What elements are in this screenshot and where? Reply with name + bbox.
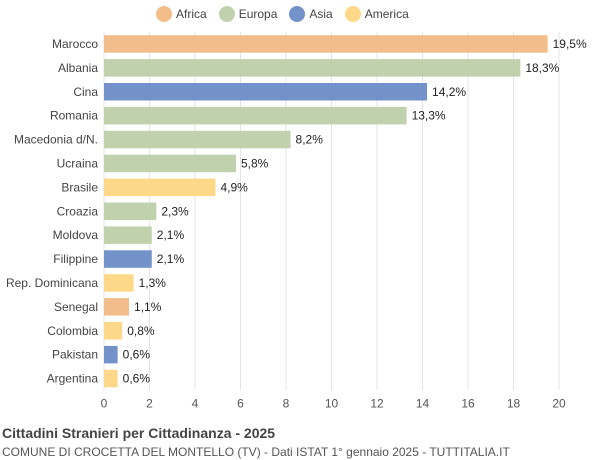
data-label: 2,1%: [157, 228, 185, 242]
bar: [104, 369, 118, 388]
data-label: 0,6%: [123, 348, 151, 362]
data-label: 5,8%: [241, 156, 269, 170]
category-label: Marocco: [52, 37, 98, 51]
category-label: Albania: [58, 61, 98, 75]
category-label: Macedonia d/N.: [14, 133, 98, 147]
x-tick-label: 16: [461, 397, 475, 411]
category-label: Argentina: [47, 372, 99, 386]
data-label: 18,3%: [525, 61, 559, 75]
bar: [104, 298, 130, 316]
bar: [104, 154, 236, 173]
legend-label-asia: Asia: [309, 7, 333, 21]
category-label: Moldova: [53, 228, 99, 242]
x-tick-label: 4: [192, 397, 199, 411]
legend-label-america: America: [364, 7, 409, 21]
bar: [104, 83, 428, 101]
category-label: Filippine: [53, 252, 98, 266]
data-label: 8,2%: [296, 133, 324, 147]
x-tick-label: 20: [552, 397, 566, 411]
x-tick-label: 12: [370, 397, 384, 411]
bar: [104, 250, 152, 268]
bar: [104, 59, 521, 77]
data-label: 1,3%: [139, 276, 167, 290]
bar: [104, 202, 157, 220]
x-tick-label: 8: [283, 397, 290, 411]
bar: [104, 178, 216, 197]
legend-label-africa: Africa: [176, 7, 207, 21]
legend-item-africa: Africa: [156, 6, 207, 22]
x-tick-label: 2: [146, 397, 153, 411]
category-label: Romania: [50, 109, 98, 123]
x-tick-label: 0: [101, 397, 108, 411]
legend-swatch-asia: [289, 6, 306, 22]
category-label: Ucraina: [57, 156, 99, 170]
data-label: 0,6%: [123, 372, 151, 386]
bar: [104, 274, 134, 292]
bar: [104, 35, 548, 53]
legend-item-europa: Europa: [218, 6, 278, 22]
category-label: Colombia: [47, 324, 98, 338]
data-label: 13,3%: [412, 109, 446, 123]
chart-subtitle: COMUNE DI CROCETTA DEL MONTELLO (TV) - D…: [2, 445, 510, 459]
chart-title: Cittadini Stranieri per Cittadinanza - 2…: [2, 425, 276, 441]
category-label: Rep. Dominicana: [6, 276, 98, 290]
bar: [104, 322, 123, 340]
data-label: 1,1%: [134, 300, 162, 314]
category-label: Senegal: [54, 300, 98, 314]
bar: [104, 345, 118, 364]
legend-swatch-america: [344, 6, 361, 22]
data-label: 2,3%: [161, 204, 189, 218]
bar: [104, 106, 407, 125]
data-label: 14,2%: [432, 85, 466, 99]
bar: [104, 130, 291, 149]
category-label: Croazia: [57, 204, 99, 218]
legend: Africa Europa Asia America: [156, 6, 409, 22]
bar-chart: 0 2 4 6 8 10 12 14 16 18 20 Marocco 19,5% Albania 18,3…: [6, 32, 587, 411]
category-label: Brasile: [61, 180, 98, 194]
x-tick-label: 18: [507, 397, 521, 411]
legend-swatch-europa: [218, 6, 235, 22]
x-tick-label: 14: [416, 397, 430, 411]
legend-item-america: America: [344, 6, 409, 22]
data-label: 0,8%: [127, 324, 155, 338]
category-label: Pakistan: [52, 348, 98, 362]
legend-label-europa: Europa: [238, 7, 278, 21]
legend-item-asia: Asia: [289, 6, 333, 22]
data-label: 2,1%: [157, 252, 185, 266]
x-tick-label: 10: [325, 397, 339, 411]
x-tick-label: 6: [237, 397, 244, 411]
category-label: Cina: [73, 85, 98, 99]
legend-swatch-africa: [156, 6, 172, 22]
data-label: 4,9%: [220, 180, 248, 194]
bar: [104, 226, 152, 244]
data-label: 19,5%: [553, 37, 587, 51]
